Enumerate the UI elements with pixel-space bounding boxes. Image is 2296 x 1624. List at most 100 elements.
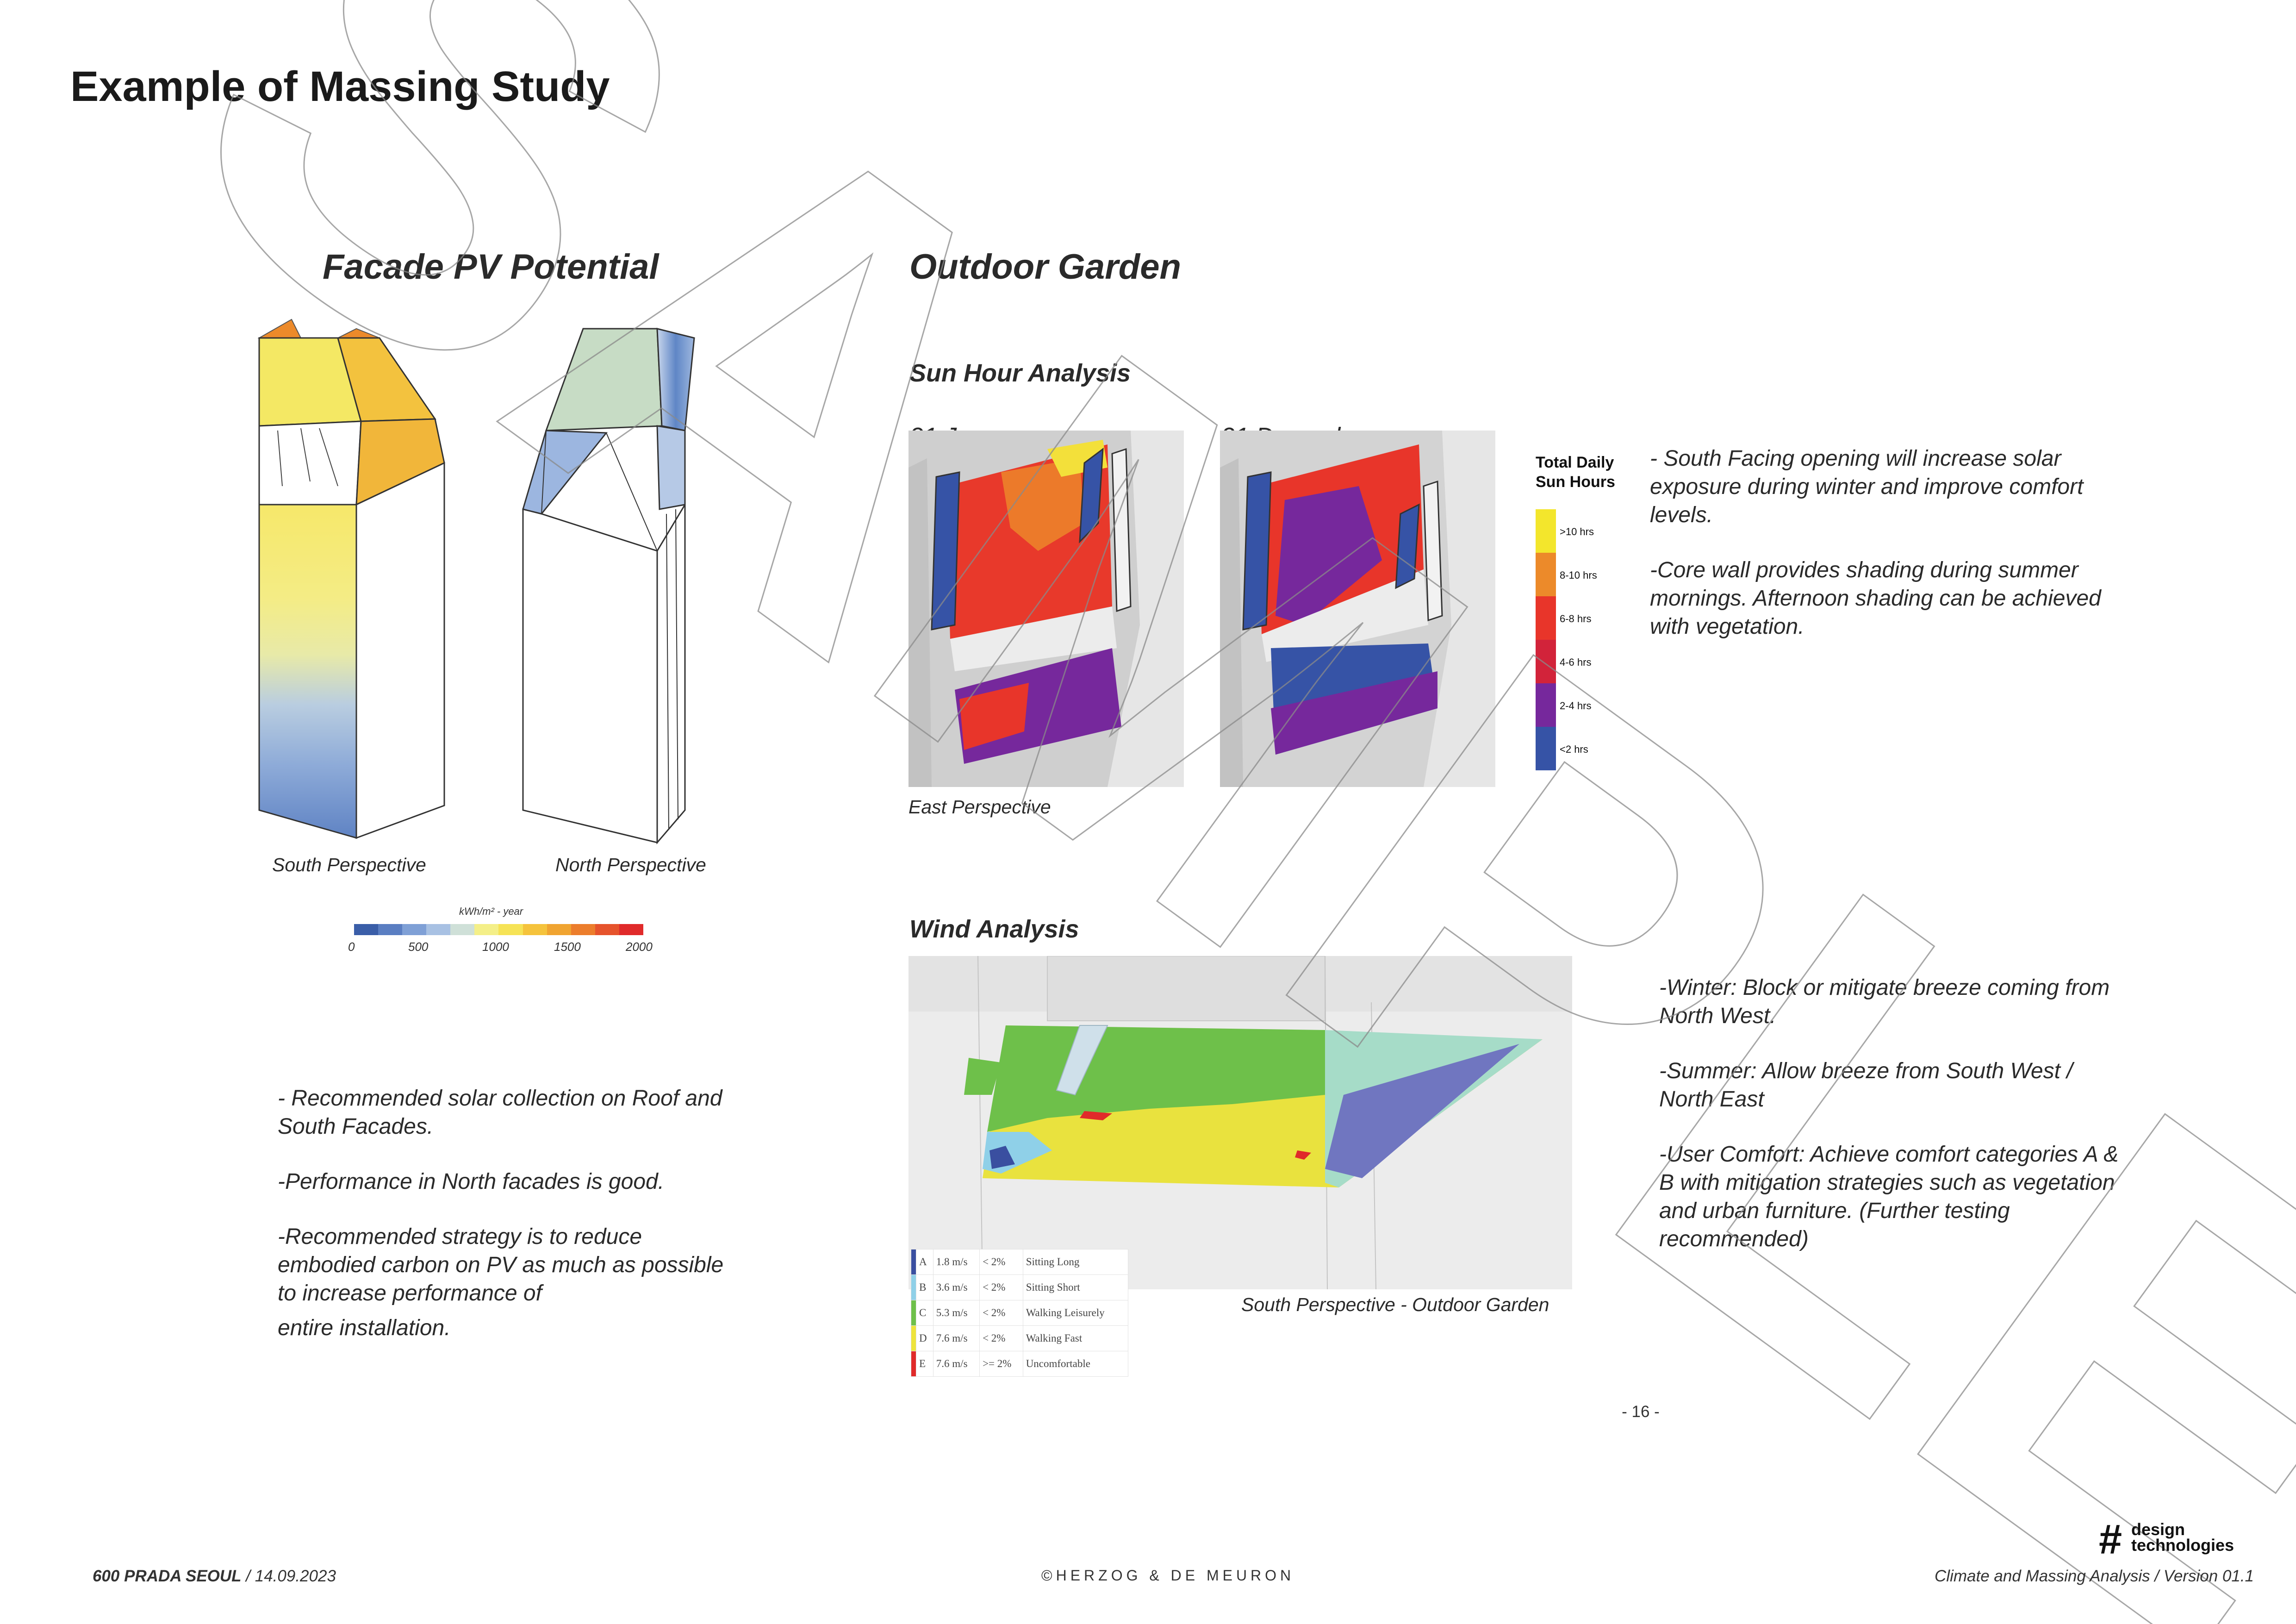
pv-scale-swatch (426, 924, 451, 935)
pv-scale-tick-label: 1000 (482, 940, 509, 954)
pv-scale-swatch (595, 924, 619, 935)
wind-table-row: A 1.8 m/s < 2% Sitting Long (911, 1249, 1129, 1275)
wind-category-label: Sitting Long (1022, 1249, 1129, 1275)
wind-category-speed: 7.6 m/s (933, 1325, 980, 1351)
project-date: / 14.09.2023 (241, 1567, 336, 1585)
wind-analysis-image (908, 956, 1572, 1289)
wind-category-speed: 3.6 m/s (933, 1274, 980, 1300)
sun-note: -Core wall provides shading during summe… (1650, 558, 2101, 639)
wind-note: -User Comfort: Achieve comfort categorie… (1659, 1142, 2119, 1251)
pv-scale-tick-label: 1500 (554, 940, 581, 954)
sun-legend-label: >10 hrs (1560, 526, 1594, 537)
north-perspective-diagram (522, 328, 695, 845)
sun-legend-item: 6-8 hrs (1536, 596, 1628, 640)
pv-scale-swatch (498, 924, 523, 935)
pv-scale-swatch (474, 924, 499, 935)
pv-scale-tick-label: 0 (348, 940, 355, 954)
wind-category-code: A (916, 1249, 933, 1275)
design-technologies-logo: # design technologies (2099, 1517, 2252, 1563)
sun-legend-title: Total Daily Sun Hours (1536, 454, 1615, 491)
wind-category-code: C (916, 1300, 933, 1326)
sun-hours-legend: >10 hrs 8-10 hrs 6-8 hrs 4-6 hrs 2-4 hrs <2 h… (1536, 509, 1642, 773)
pv-scale-swatch (378, 924, 403, 935)
wind-category-frequency: < 2% (979, 1249, 1023, 1275)
footer-project: 600 PRADA SEOUL / 14.09.2023 (93, 1567, 336, 1586)
document-info: Climate and Massing Analysis / Version 0… (1935, 1567, 2254, 1585)
sun-notes: - South Facing opening will increase sol… (1650, 444, 2122, 668)
wind-title: Wind Analysis (909, 915, 1079, 943)
sun-view-caption: East Perspective (908, 796, 1051, 818)
sun-hour-december-image (1220, 431, 1495, 787)
wind-note: -Winter: Block or mitigate breeze coming… (1659, 975, 2110, 1028)
wind-category-swatch (911, 1325, 916, 1351)
wind-note: -Summer: Allow breeze from South West / … (1659, 1059, 2073, 1112)
wind-table-row: C 5.3 m/s < 2% Walking Leisurely (911, 1300, 1129, 1326)
brand-line1: design (2131, 1520, 2185, 1539)
hash-logo-icon: # (2099, 1517, 2122, 1563)
facade-section-title: Facade PV Potential (323, 247, 659, 287)
pv-scale-swatch (619, 924, 643, 935)
wind-table-row: E 7.6 m/s >= 2% Uncomfortable (911, 1351, 1129, 1377)
pv-scale-swatch (450, 924, 475, 935)
wind-category-swatch (911, 1249, 916, 1275)
facade-notes: - Recommended solar collection on Roof a… (278, 1084, 740, 1369)
wind-category-speed: 1.8 m/s (933, 1249, 980, 1275)
sun-legend-swatch (1536, 553, 1556, 596)
south-perspective-diagram (257, 319, 445, 839)
sun-legend-label: 2-4 hrs (1560, 700, 1592, 712)
sun-legend-swatch (1536, 727, 1556, 770)
pv-color-scale (354, 924, 643, 935)
wind-category-code: B (916, 1274, 933, 1300)
pv-scale-swatch (354, 924, 379, 935)
wind-category-label: Walking Fast (1022, 1325, 1129, 1351)
sun-legend-swatch (1536, 509, 1556, 553)
wind-category-label: Sitting Short (1022, 1274, 1129, 1300)
wind-category-frequency: < 2% (979, 1325, 1023, 1351)
facade-note: entire installation. (278, 1316, 451, 1340)
wind-category-frequency: < 2% (979, 1274, 1023, 1300)
pv-scale-swatch (402, 924, 427, 935)
pv-scale-swatch (571, 924, 595, 935)
pv-scale-tick-label: 500 (408, 940, 429, 954)
sun-legend-item: 2-4 hrs (1536, 683, 1628, 727)
wind-category-label: Uncomfortable (1022, 1351, 1129, 1377)
garden-section-title: Outdoor Garden (909, 247, 1181, 287)
wind-category-code: D (916, 1325, 933, 1351)
wind-table-row: B 3.6 m/s < 2% Sitting Short (911, 1274, 1129, 1300)
wind-table-row: D 7.6 m/s < 2% Walking Fast (911, 1325, 1129, 1351)
wind-category-frequency: >= 2% (979, 1351, 1023, 1377)
page-number: - 16 - (1622, 1403, 1660, 1421)
wind-category-speed: 5.3 m/s (933, 1300, 980, 1326)
project-name: 600 PRADA SEOUL (93, 1567, 242, 1585)
sun-legend-item: <2 hrs (1536, 727, 1628, 770)
pv-scale-swatch (547, 924, 571, 935)
pv-scale-ticks: 0 500 1000 1500 2000 (348, 940, 653, 958)
wind-notes: -Winter: Block or mitigate breeze coming… (1659, 974, 2122, 1280)
sun-hour-june-image (908, 431, 1184, 787)
sun-legend-label: 4-6 hrs (1560, 656, 1592, 668)
sun-legend-label: <2 hrs (1560, 743, 1588, 755)
sun-legend-swatch (1536, 683, 1556, 727)
facade-note: - Recommended solar collection on Roof a… (278, 1086, 722, 1139)
sun-legend-swatch (1536, 640, 1556, 683)
wind-category-code: E (916, 1351, 933, 1377)
facade-massing-diagrams (257, 319, 695, 845)
sun-legend-label: 6-8 hrs (1560, 613, 1592, 625)
facade-note: -Recommended strategy is to reduce embod… (278, 1224, 724, 1305)
wind-caption: South Perspective - Outdoor Garden (1241, 1294, 1549, 1315)
sun-legend-item: 8-10 hrs (1536, 553, 1628, 596)
sun-legend-item: 4-6 hrs (1536, 640, 1628, 683)
wind-category-speed: 7.6 m/s (933, 1351, 980, 1377)
north-perspective-caption: North Perspective (555, 854, 706, 875)
pv-scale-swatch (523, 924, 547, 935)
wind-category-label: Walking Leisurely (1022, 1300, 1129, 1326)
sun-legend-swatch (1536, 596, 1556, 640)
sun-legend-label: 8-10 hrs (1560, 569, 1597, 581)
wind-category-swatch (911, 1274, 916, 1300)
wind-category-frequency: < 2% (979, 1300, 1023, 1326)
facade-note: -Performance in North facades is good. (278, 1169, 665, 1194)
page-title: Example of Massing Study (70, 63, 610, 110)
wind-comfort-table: A 1.8 m/s < 2% Sitting Long B 3.6 m/s < 2% Sitt… (911, 1249, 1129, 1377)
firm-credit: ©HERZOG & DE MEURON (1041, 1567, 1295, 1584)
brand-line2: technologies (2131, 1536, 2234, 1555)
